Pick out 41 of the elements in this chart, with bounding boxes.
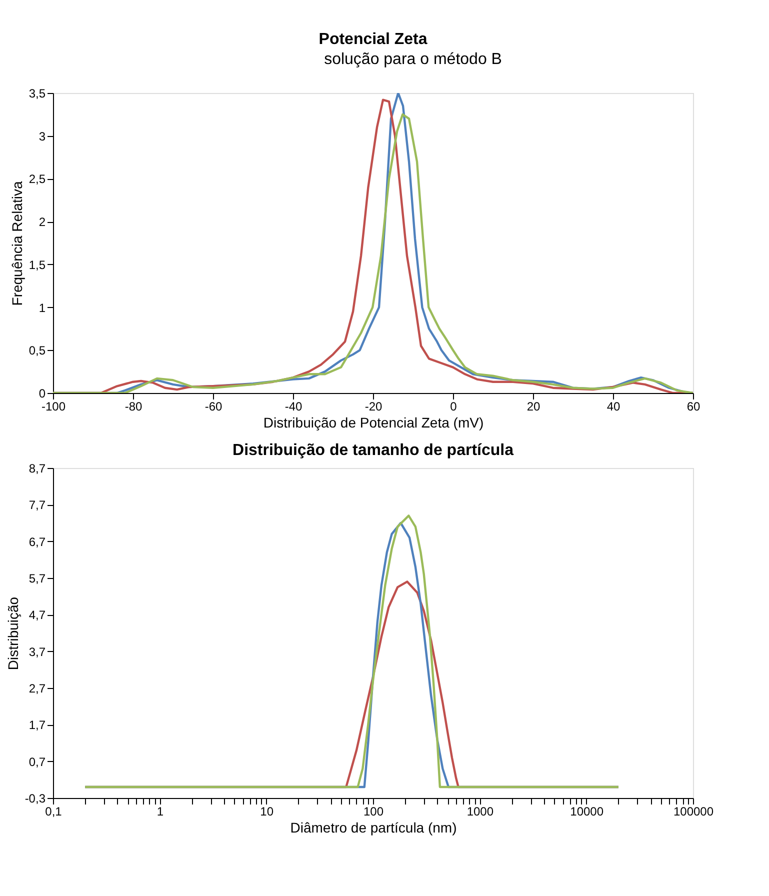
text: solução para o método B [324, 51, 502, 68]
y-tick-label: 1,5 [28, 258, 46, 272]
y-tick-label: 3,7 [28, 644, 46, 659]
x-tick-label: 1000 [466, 804, 494, 818]
y-tick-label: 8,7 [28, 462, 46, 476]
x-tick-label: 100000 [673, 804, 714, 818]
y-tick-label: 2 [38, 215, 46, 230]
y-axis-title: Distribuição [4, 596, 21, 670]
y-tick-label: 0 [38, 386, 46, 400]
x-tick-label: -20 [364, 400, 382, 414]
y-tick-label: 1 [38, 300, 46, 315]
x-axis-title: Diâmetro de partícula (nm) [290, 820, 457, 836]
y-tick-label: -0,3 [24, 792, 46, 806]
y-tick-label: 2,7 [28, 682, 46, 696]
y-tick-label: 3,5 [28, 86, 46, 100]
chart-title: Potencial Zeta [318, 31, 428, 48]
chart-title: Distribuição de tamanho de partícula [232, 442, 514, 459]
x-tick-label: 40 [606, 400, 620, 414]
y-tick-label: 5,7 [28, 572, 46, 586]
x-tick-label: 1 [156, 804, 164, 818]
x-tick-label: -100 [41, 400, 66, 414]
y-tick-label: 0,5 [28, 344, 46, 358]
y-tick-label: 3 [38, 129, 46, 144]
y-tick-label: 2,5 [28, 172, 46, 186]
y-tick-label: 4,7 [28, 608, 46, 622]
y-tick-label: 1,7 [28, 718, 46, 732]
x-tick-label: 100 [363, 804, 384, 818]
y-tick-label: 7,7 [28, 498, 46, 512]
x-tick-label: -40 [284, 400, 302, 414]
x-tick-label: 0 [450, 400, 458, 414]
y-tick-label: 6,7 [28, 534, 46, 549]
x-tick-label: 10 [260, 804, 274, 818]
y-tick-label: 0,7 [28, 754, 46, 769]
x-tick-label: 20 [526, 400, 540, 414]
x-tick-label: 10000 [570, 804, 604, 818]
x-tick-label: 0,1 [45, 804, 62, 818]
x-tick-label: -60 [204, 400, 222, 414]
x-axis-title: Distribuição de Potencial Zeta (mV) [263, 414, 484, 430]
x-tick-label: -80 [124, 400, 142, 414]
y-axis-title: Frequência Relativa [8, 181, 25, 306]
x-tick-label: 60 [686, 400, 700, 414]
